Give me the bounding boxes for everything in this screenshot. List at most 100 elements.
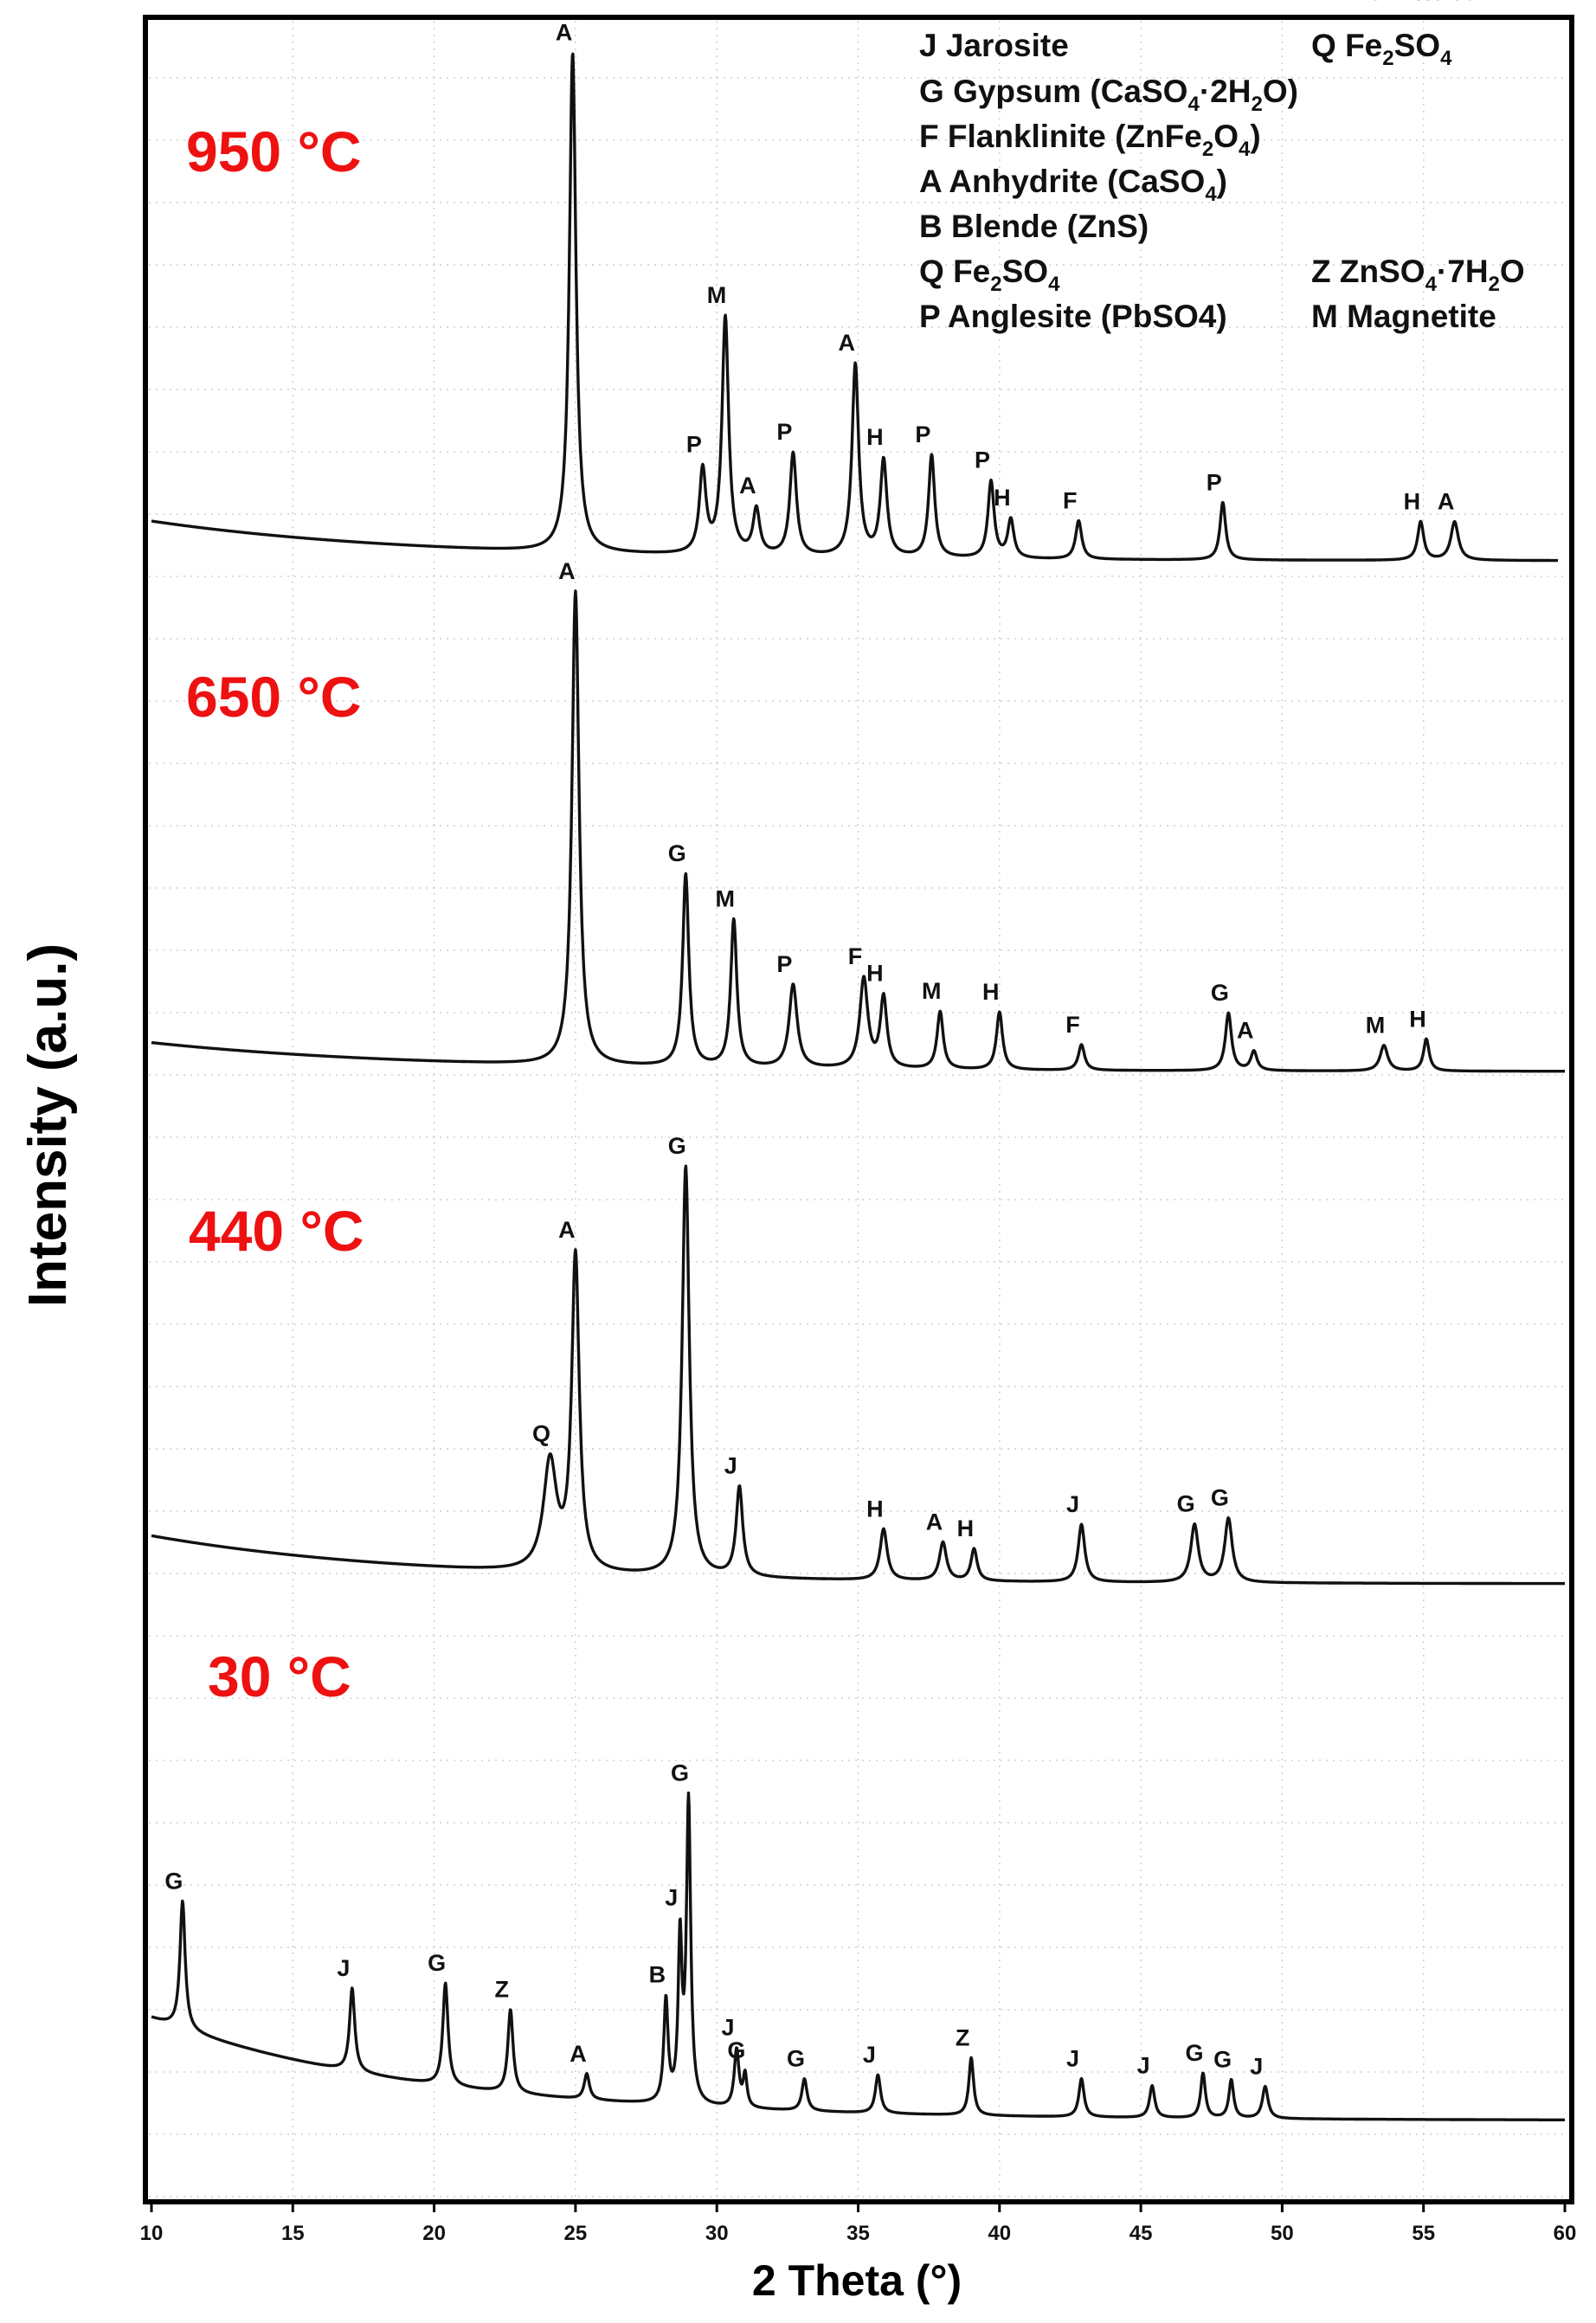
x-tick-label: 30 <box>705 2222 729 2245</box>
legend-entry: M Magnetite <box>1311 299 1496 334</box>
legend-code: B <box>919 209 951 244</box>
x-tick-label: 45 <box>1129 2222 1153 2245</box>
peak-label: G <box>668 840 686 866</box>
legend-name-tail: ) <box>1217 164 1227 199</box>
peak-label: P <box>975 447 990 473</box>
legend-name: Jarosite <box>946 28 1069 63</box>
legend-name-tail: ·2H <box>1200 74 1252 109</box>
legend-code: P <box>919 299 948 334</box>
peak-label: G <box>668 1133 686 1159</box>
peak-label: J <box>665 1884 678 1910</box>
temperature-label: 950 °C <box>186 119 362 183</box>
peak-label: F <box>1065 1012 1080 1038</box>
legend-entry: B Blende (ZnS) <box>919 209 1149 244</box>
peak-label: A <box>838 330 855 356</box>
legend-name: Hematite <box>1343 0 1478 7</box>
x-tick-label: 50 <box>1271 2222 1294 2245</box>
peak-label: G <box>1185 2040 1203 2066</box>
peak-label: J <box>722 2015 735 2041</box>
legend-name: Flanklinite (ZnFe <box>948 119 1202 154</box>
legend-entry: P Anglesite (PbSO4) <box>919 299 1227 334</box>
legend-entry: A Anhydrite (CaSO4) <box>919 164 1227 206</box>
legend-entry: H Hematite <box>1311 0 1478 7</box>
diffraction-trace-0 <box>150 52 1560 563</box>
peak-label: G <box>1177 1491 1195 1517</box>
x-tick-label: 40 <box>988 2222 1011 2245</box>
peak-label: P <box>776 951 792 977</box>
peak-label: J <box>337 1955 350 1981</box>
legend-subscript: 4 <box>1048 273 1060 296</box>
legend-name-tail: O <box>1500 254 1525 289</box>
peak-label: J <box>1250 2054 1263 2080</box>
diffraction-traces <box>150 52 1567 2121</box>
peak-label: A <box>558 1217 576 1243</box>
peak-label: H <box>1409 1006 1426 1032</box>
legend-name-tail: ) <box>1250 119 1260 154</box>
peak-label: H <box>994 485 1011 511</box>
x-axis-title: 2 Theta (°) <box>752 2256 962 2305</box>
x-tick-label: 60 <box>1554 2222 1577 2245</box>
legend-name: Fe <box>1345 28 1382 63</box>
legend-name: Anhydrite (CaSO <box>949 164 1205 199</box>
peak-label: P <box>915 421 930 447</box>
peak-label: Z <box>495 1977 510 2003</box>
peak-label: J <box>1137 2053 1150 2079</box>
temperature-labels: 950 °C 650 °C 440 °C 30 °C <box>186 119 364 1708</box>
legend-name: Anglesite (PbSO4) <box>948 299 1227 334</box>
peak-label: A <box>570 2041 587 2067</box>
peak-label: A <box>558 558 576 584</box>
legend-subscript: 2 <box>1202 138 1213 161</box>
peak-label: G <box>1211 980 1229 1006</box>
legend-name-tail: SO <box>1394 28 1440 63</box>
legend-name: ZnSO <box>1340 254 1425 289</box>
peak-label: P <box>1207 469 1222 495</box>
peak-label: G <box>164 1868 183 1894</box>
legend-name-tail: O) <box>1263 74 1298 109</box>
legend-entry: Q Fe2SO4 <box>919 254 1060 296</box>
peak-label: H <box>982 979 1000 1005</box>
legend-entry: J Jarosite <box>919 28 1069 63</box>
peak-label: G <box>727 2037 745 2063</box>
peak-label: A <box>1237 1018 1254 1044</box>
peak-label: Q <box>532 1421 550 1447</box>
peak-label: A <box>926 1509 943 1535</box>
legend-name-tail: ·7H <box>1437 254 1489 289</box>
diffraction-trace-1 <box>150 589 1567 1073</box>
legend-subscript: 4 <box>1440 47 1452 70</box>
legend-code: M <box>1311 299 1347 334</box>
legend-code: Z <box>1311 254 1340 289</box>
legend-subscript: 4 <box>1205 183 1217 206</box>
peak-label: M <box>707 282 727 308</box>
legend-subscript: 2 <box>990 273 1001 296</box>
peak-label: F <box>1063 488 1078 514</box>
peak-label: H <box>866 1496 884 1522</box>
legend-subscript: 2 <box>1251 93 1262 116</box>
legend-code: J <box>919 28 946 63</box>
peak-label: H <box>1404 488 1421 514</box>
temperature-label: 30 °C <box>208 1644 351 1708</box>
peak-label: A <box>739 473 756 499</box>
peak-label: P <box>776 419 792 445</box>
x-tick-label: 35 <box>846 2222 870 2245</box>
peak-label: P <box>686 431 702 457</box>
peak-label: J <box>724 1453 737 1479</box>
diffraction-trace-3 <box>150 1791 1567 2121</box>
peak-label: F <box>848 943 863 969</box>
legend-subscript: 2 <box>1382 47 1393 70</box>
peak-label: G <box>671 1760 689 1786</box>
legend-subscript: 4 <box>1425 273 1438 296</box>
peak-label: M <box>716 885 736 911</box>
legend-entry: G Gypsum (CaSO4·2H2O) <box>919 74 1298 116</box>
x-tick-label: 20 <box>422 2222 446 2245</box>
peak-label: G <box>787 2046 805 2072</box>
x-tick-label: 10 <box>140 2222 164 2245</box>
peak-label: M <box>922 978 942 1004</box>
peak-label: A <box>1438 489 1455 515</box>
legend-code: H <box>1311 0 1343 7</box>
x-tick-label: 15 <box>281 2222 305 2245</box>
legend-entry: Q Fe2SO4 <box>1311 28 1452 70</box>
peak-label: Z <box>956 2024 970 2050</box>
